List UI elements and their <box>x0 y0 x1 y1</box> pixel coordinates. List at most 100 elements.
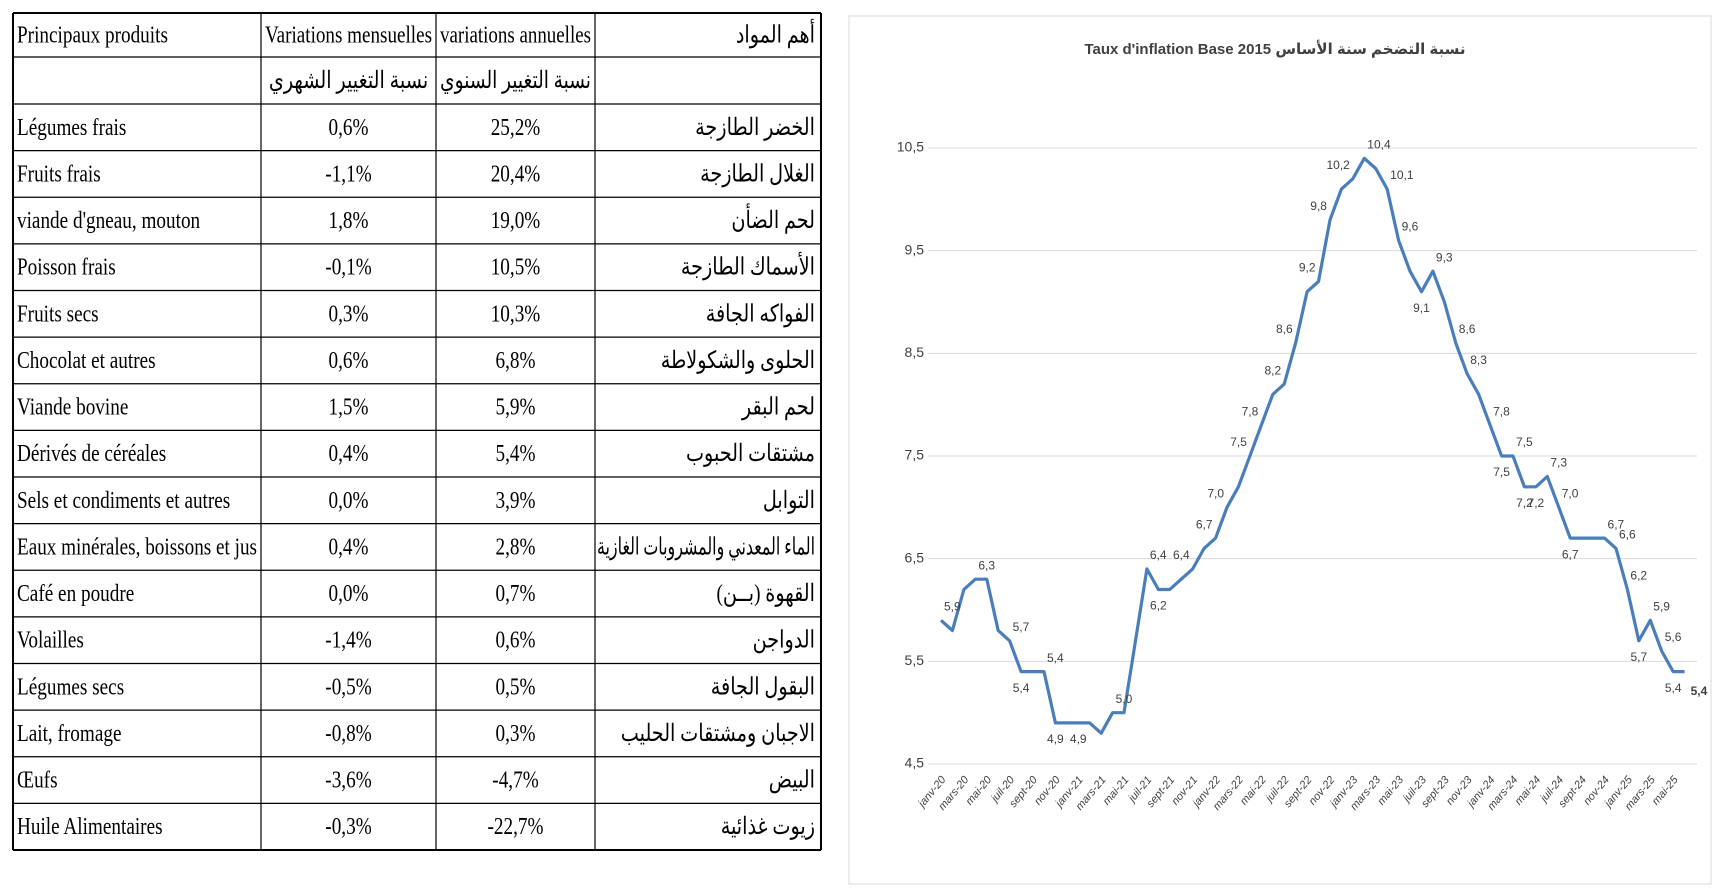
data-label: 8,6 <box>1459 322 1476 336</box>
data-label: 6,4 <box>1173 548 1190 562</box>
table-cell: 5,4% <box>496 441 536 467</box>
table-cell: 1,5% <box>329 395 369 421</box>
data-label: 4,9 <box>1047 732 1064 746</box>
y-tick-label: 5,5 <box>905 652 925 668</box>
table-cell: Fruits secs <box>17 301 99 327</box>
data-label: 9,2 <box>1299 261 1316 275</box>
table-cell: Légumes frais <box>17 115 126 141</box>
table-cell: الدواجن <box>753 628 815 654</box>
table-cell: -4,7% <box>492 768 538 794</box>
data-label: 7,2 <box>1528 496 1545 510</box>
table-cell: Huile Alimentaires <box>17 814 163 840</box>
table-cell: -0,1% <box>325 255 371 281</box>
table-cell: الماء المعدني والمشروبات الغازية <box>597 534 815 560</box>
data-label: 7,5 <box>1230 435 1247 449</box>
table-cell: -0,8% <box>325 721 371 747</box>
table-cell: Chocolat et autres <box>17 348 156 374</box>
table-cell: 10,5% <box>491 255 541 281</box>
y-tick-label: 8,5 <box>905 344 925 360</box>
table-cell: زيوت غذائية <box>721 814 815 840</box>
table-cell: 1,8% <box>329 208 369 234</box>
data-label: 6,4 <box>1150 548 1167 562</box>
data-label: 8,2 <box>1265 363 1282 377</box>
y-tick-label: 6,5 <box>905 549 925 565</box>
table-cell: 0,0% <box>329 488 369 514</box>
table-cell: Eaux minérales, boissons et jus <box>17 534 257 560</box>
data-label: 5,4 <box>1665 681 1682 695</box>
y-tick-label: 9,5 <box>905 241 925 257</box>
table-cell: -3,6% <box>325 768 371 794</box>
data-label: 9,3 <box>1436 250 1453 264</box>
data-label: 7,0 <box>1562 487 1579 501</box>
data-label: 5,4 <box>1013 681 1030 695</box>
table-cell: 0,6% <box>329 115 369 141</box>
table-cell: Principaux produits <box>17 23 168 49</box>
table-cell: 0,0% <box>329 581 369 607</box>
data-label: 7,8 <box>1242 404 1259 418</box>
table-cell: 25,2% <box>491 115 541 141</box>
table-cell: 2,8% <box>496 534 536 560</box>
table-cell: -0,3% <box>325 814 371 840</box>
table-cell: 0,4% <box>329 534 369 560</box>
table-cell: Légumes secs <box>17 674 124 700</box>
data-label: 5,4 <box>1691 684 1708 698</box>
table-cell: مشتقات الحبوب <box>686 441 815 467</box>
table-cell: 5,9% <box>496 395 536 421</box>
data-label: 5,4 <box>1047 651 1064 665</box>
table-cell: 19,0% <box>491 208 541 234</box>
table-cell: -0,5% <box>325 674 371 700</box>
data-label: 7,8 <box>1493 404 1510 418</box>
line <box>939 156 1685 735</box>
table-cell: لحم البقر <box>741 395 815 421</box>
data-label: 8,6 <box>1276 322 1293 336</box>
table-cell: 0,7% <box>496 581 536 607</box>
table-cell: Sels et condiments et autres <box>17 488 230 514</box>
data-label: 7,3 <box>1550 456 1567 470</box>
data-label: 6,7 <box>1562 547 1579 561</box>
table-cell: البيض <box>769 768 815 794</box>
table-cell: variations annuelles <box>440 23 591 49</box>
table-cell: الخضر الطازجة <box>695 115 815 141</box>
data-label: 10,2 <box>1326 158 1350 172</box>
data-label: 8,3 <box>1470 353 1487 367</box>
table-cell: نسبة التغيير السنوي <box>440 68 591 94</box>
data-label: 9,8 <box>1310 199 1327 213</box>
table-cell: -1,4% <box>325 628 371 654</box>
chart-title: Taux d'inflation Base 2015 نسبة التضخم س… <box>1084 40 1465 58</box>
table-cell: -22,7% <box>488 814 544 840</box>
data-label: 9,1 <box>1413 301 1430 315</box>
table-cell: لحم الضأن <box>731 203 815 234</box>
data-label: 6,7 <box>1196 517 1213 531</box>
table-cell: القهوة (بــن) <box>716 581 815 607</box>
data-label: 4,9 <box>1070 732 1087 746</box>
table-cell: 0,6% <box>329 348 369 374</box>
table-cell: 0,3% <box>496 721 536 747</box>
data-label: 6,2 <box>1630 569 1647 583</box>
data-label: 10,1 <box>1390 168 1414 182</box>
table-cell: 0,4% <box>329 441 369 467</box>
chart-frame <box>848 15 1712 885</box>
table-cell: 6,8% <box>496 348 536 374</box>
table-cell: الأسماك الطازجة <box>681 251 815 281</box>
table-cell: 0,6% <box>496 628 536 654</box>
data-label: 6,6 <box>1619 528 1636 542</box>
table-cell: أهم المواد <box>736 18 815 49</box>
y-tick-label: 7,5 <box>905 447 925 463</box>
data-label: 6,3 <box>978 558 995 572</box>
data-label: 5,0 <box>1116 692 1133 706</box>
table-cell: Lait, fromage <box>17 721 121 747</box>
table-cell: الغلال الطازجة <box>700 161 815 187</box>
table-cell: التوابل <box>763 488 815 514</box>
data-label: 6,2 <box>1150 599 1167 613</box>
table-cell: 0,5% <box>496 674 536 700</box>
data-label: 7,5 <box>1516 435 1533 449</box>
data-label: 7,5 <box>1493 465 1510 479</box>
data-label: 10,4 <box>1367 137 1391 151</box>
table-cell: Dérivés de céréales <box>17 441 166 467</box>
table-cell: Poisson frais <box>17 255 116 281</box>
table-cell: Fruits frais <box>17 161 101 187</box>
table-cell: الحلوى والشكولاطة <box>661 348 815 374</box>
table-cell: 20,4% <box>491 161 541 187</box>
table-cell: نسبة التغيير الشهري <box>269 68 428 94</box>
